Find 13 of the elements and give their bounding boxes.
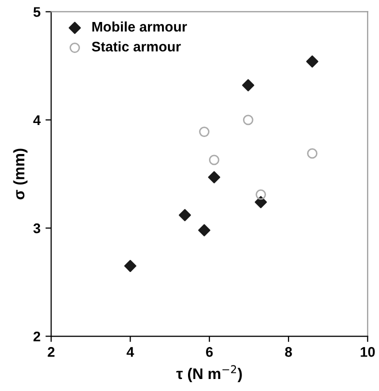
x-tick-label: 6: [206, 347, 213, 357]
x-tick-label: 2: [48, 347, 54, 357]
legend-label: Mobile armour: [92, 21, 187, 32]
x-tick-label: 8: [285, 347, 292, 357]
y-tick-label: 4: [33, 115, 41, 125]
x-axis-title: τ (N m$^{−2}$): [176, 365, 242, 382]
y-tick-label: 3: [33, 223, 40, 234]
x-tick-label: 10: [360, 347, 375, 357]
y-tick-label: 5: [33, 7, 40, 17]
y-tick-label: 2: [34, 332, 40, 342]
y-axis-title: σ (mm): [13, 148, 28, 200]
legend-label: Static armour: [92, 41, 181, 52]
x-tick-label: 4: [126, 347, 134, 357]
